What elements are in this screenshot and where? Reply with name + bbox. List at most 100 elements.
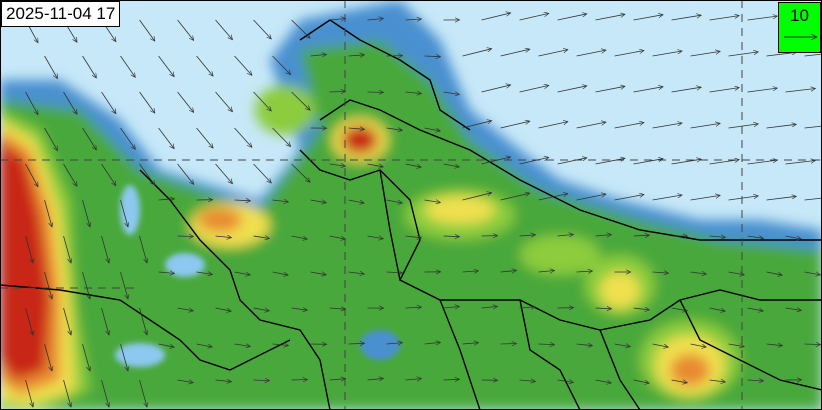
wind-arrow [158, 127, 175, 149]
wind-arrow [557, 14, 587, 21]
wind-arrow [614, 51, 644, 57]
wind-arrow [595, 14, 625, 21]
wind-arrow [804, 125, 822, 129]
wind-arrow [329, 91, 346, 92]
wind-arrow [538, 194, 568, 201]
wind-arrow [709, 236, 726, 237]
wind-arrow [196, 55, 214, 76]
wind-arrow [234, 55, 252, 75]
wind-arrow [158, 343, 175, 347]
wind-arrow [120, 343, 128, 371]
wind-arrow [367, 236, 384, 239]
wind-arrow [215, 307, 232, 311]
wind-arrow [310, 54, 327, 56]
wind-arrow [253, 307, 270, 311]
wind-arrow [652, 343, 669, 347]
wind-arrow [519, 157, 549, 165]
wind-arrow [25, 235, 33, 263]
wind-arrow [728, 271, 745, 275]
wind-arrow [272, 127, 291, 147]
boundaries [0, 19, 822, 410]
timestamp-label: 2025-11-04 17 [1, 1, 121, 27]
wind-arrow [120, 127, 136, 149]
wind-arrow [44, 127, 58, 151]
wind-arrow [804, 344, 821, 345]
wind-arrow [595, 158, 625, 165]
wind-arrow [785, 161, 816, 165]
wind-arrow [557, 86, 587, 93]
wind-arrow [215, 380, 232, 382]
wind-arrow [462, 193, 492, 201]
wind-arrow [500, 344, 517, 345]
wind-arrow [158, 55, 175, 77]
wind-arrow [690, 195, 721, 201]
wind-arrow [63, 163, 77, 186]
wind-arrow [82, 343, 90, 371]
wind-arrow [481, 306, 498, 308]
wind-arrow [329, 19, 346, 21]
wind-arrow [443, 236, 460, 237]
wind-arrow [291, 163, 311, 182]
wind-arrow [63, 235, 71, 263]
wind-arrow [747, 236, 764, 238]
wind-arrow [576, 194, 606, 201]
wind-arrow [747, 16, 778, 21]
wind-arrow [633, 308, 650, 310]
wind-arrow [614, 195, 644, 201]
wind-arrow [804, 53, 822, 57]
wind-arrow [139, 379, 147, 407]
wind-arrow [196, 272, 213, 274]
wind-arrow [500, 49, 530, 57]
wind-arrow [25, 379, 33, 407]
wind-arrow [215, 236, 232, 238]
wind-arrow [25, 307, 33, 335]
wind-arrow [63, 379, 71, 407]
wind-arrow [253, 236, 270, 239]
wind-arrow [500, 271, 517, 273]
wind-arrow [424, 342, 441, 344]
wind-arrow [728, 344, 745, 347]
wind-arrow [652, 51, 683, 57]
wind-arrow [101, 91, 116, 114]
wind-arrow [329, 379, 346, 380]
wind-arrow [405, 379, 422, 380]
wind-arrow [386, 128, 403, 130]
wind-arrow [633, 15, 664, 21]
wind-arrow [671, 308, 688, 311]
wind-arrow [367, 378, 384, 380]
wind-arrow [82, 55, 97, 78]
wind-legend: 10 [778, 2, 821, 53]
wind-arrow [443, 92, 460, 95]
legend-arrow-icon [784, 33, 819, 41]
wind-arrow [139, 163, 155, 185]
wind-arrow [177, 380, 194, 383]
wind-arrow [424, 56, 441, 57]
wind-arrow [595, 86, 625, 93]
wind-arrow [348, 199, 365, 203]
wind-arrow [272, 344, 289, 346]
wind-arrow [405, 19, 422, 20]
wind-arrow [728, 196, 759, 201]
wind-arrow [462, 343, 479, 344]
wind-arrow [443, 307, 460, 309]
wind-arrow [272, 200, 289, 202]
wind-arrow [44, 55, 58, 79]
wind-arrow [44, 343, 52, 371]
wind-arrow [481, 13, 511, 21]
wind-arrow [215, 163, 233, 184]
wind-arrow [139, 235, 147, 263]
wind-arrow [291, 19, 311, 38]
wind-arrow [557, 234, 574, 236]
wind-arrow [101, 163, 116, 186]
wind-arrow [462, 49, 492, 57]
wind-arrow [462, 271, 479, 272]
wind-arrow [234, 271, 251, 275]
wind-arrow [785, 235, 802, 239]
wind-arrow [215, 19, 233, 40]
wind-arrow [253, 163, 272, 183]
wind-arrow [120, 199, 128, 227]
wind-arrow [709, 16, 740, 21]
wind-arrow [633, 159, 664, 165]
